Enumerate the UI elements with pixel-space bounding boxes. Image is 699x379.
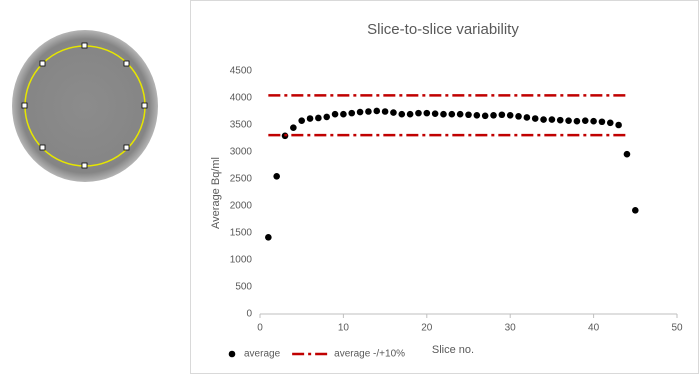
data-point [432,110,439,117]
data-point [465,111,472,118]
data-point [607,120,614,127]
data-point [332,111,339,118]
y-tick-label: 500 [235,282,252,293]
legend-swatch [229,351,236,358]
data-point [532,115,539,122]
y-axis-label: Average Bq/ml [210,157,222,229]
legend-label: average -/+10% [334,349,405,360]
x-axis-label: Slice no. [432,344,474,356]
y-tick-label: 1000 [230,255,253,266]
data-point [632,207,639,214]
data-point [590,118,597,125]
data-point [373,108,380,115]
chart-title: Slice-to-slice variability [367,21,519,38]
data-point [357,109,364,116]
page: Slice-to-slice variability Slice no. Ave… [0,0,699,374]
legend-label: average [244,349,281,360]
data-point [449,111,456,118]
x-tick-label: 40 [588,323,600,334]
data-point [582,117,589,124]
y-tick-label: 4500 [230,66,253,77]
data-point [273,173,280,180]
data-point [490,112,497,119]
data-point [482,113,489,120]
y-tick-label: 2000 [230,201,253,212]
roi-image [12,30,158,182]
data-point [407,111,414,118]
data-point [415,110,422,117]
y-tick-label: 2500 [230,174,253,185]
data-point [398,111,405,118]
data-point [307,115,314,122]
data-point [507,112,514,119]
data-point [574,118,581,125]
data-point [565,117,572,124]
data-point [524,114,531,121]
y-tick-label: 3000 [230,147,253,158]
x-tick-label: 30 [505,323,517,334]
data-point [599,118,606,125]
data-point [440,111,447,118]
data-point [474,112,481,119]
data-point [340,111,347,118]
y-tick-label: 4000 [230,93,253,104]
x-tick-label: 10 [338,323,350,334]
data-point [365,108,372,115]
data-point [348,110,355,117]
x-tick-label: 50 [671,323,683,334]
data-point [615,122,622,129]
data-point [382,108,389,115]
data-point [315,115,322,122]
y-tick-label: 3500 [230,120,253,131]
data-point [323,114,330,121]
data-point [549,116,556,123]
data-point [624,151,631,158]
chart-frame [191,1,699,374]
data-point [265,234,272,241]
y-tick-label: 1500 [230,228,253,239]
data-point [557,117,564,124]
phantom-disc [12,30,158,182]
data-point [457,111,464,118]
data-point [298,117,305,124]
data-point [499,111,506,118]
data-point [390,109,397,116]
data-point [515,113,522,120]
x-tick-label: 20 [421,323,433,334]
data-point [424,110,431,117]
data-point [290,124,297,131]
y-tick-label: 0 [246,309,252,320]
data-point [540,116,547,123]
x-tick-label: 0 [257,323,263,334]
